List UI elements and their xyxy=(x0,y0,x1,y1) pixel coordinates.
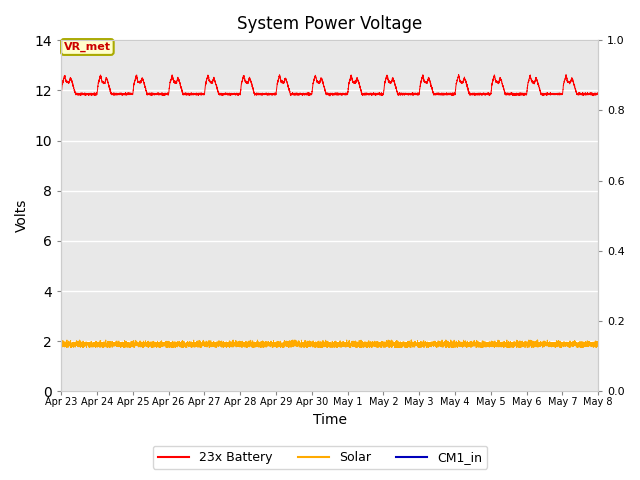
Solar xyxy=(63,337,71,343)
Text: VR_met: VR_met xyxy=(64,42,111,52)
Solar xyxy=(172,342,180,348)
CM1_in xyxy=(166,389,174,395)
CM1_in xyxy=(172,389,180,395)
Solar xyxy=(595,342,602,348)
Y-axis label: Volts: Volts xyxy=(15,199,29,232)
CM1_in xyxy=(593,389,600,395)
CM1_in xyxy=(404,389,412,395)
23x Battery xyxy=(404,92,412,97)
X-axis label: Time: Time xyxy=(313,413,347,427)
CM1_in xyxy=(259,389,266,395)
Solar xyxy=(79,345,86,350)
23x Battery xyxy=(595,91,602,97)
Legend: 23x Battery, Solar, CM1_in: 23x Battery, Solar, CM1_in xyxy=(153,446,487,469)
Solar xyxy=(259,341,266,347)
Solar xyxy=(593,341,600,347)
Solar xyxy=(166,343,174,348)
Solar xyxy=(58,342,65,348)
23x Battery xyxy=(326,93,333,99)
23x Battery xyxy=(593,91,600,97)
Solar xyxy=(480,340,488,346)
Title: System Power Voltage: System Power Voltage xyxy=(237,15,422,33)
23x Battery xyxy=(58,90,65,96)
23x Battery xyxy=(259,92,266,97)
23x Battery xyxy=(172,81,180,86)
CM1_in xyxy=(480,389,488,395)
CM1_in xyxy=(58,389,65,395)
23x Battery xyxy=(562,72,570,77)
Solar xyxy=(404,343,412,348)
Line: Solar: Solar xyxy=(61,340,598,348)
Line: 23x Battery: 23x Battery xyxy=(61,74,598,96)
23x Battery xyxy=(480,91,488,97)
CM1_in xyxy=(595,389,602,395)
23x Battery xyxy=(166,77,174,83)
